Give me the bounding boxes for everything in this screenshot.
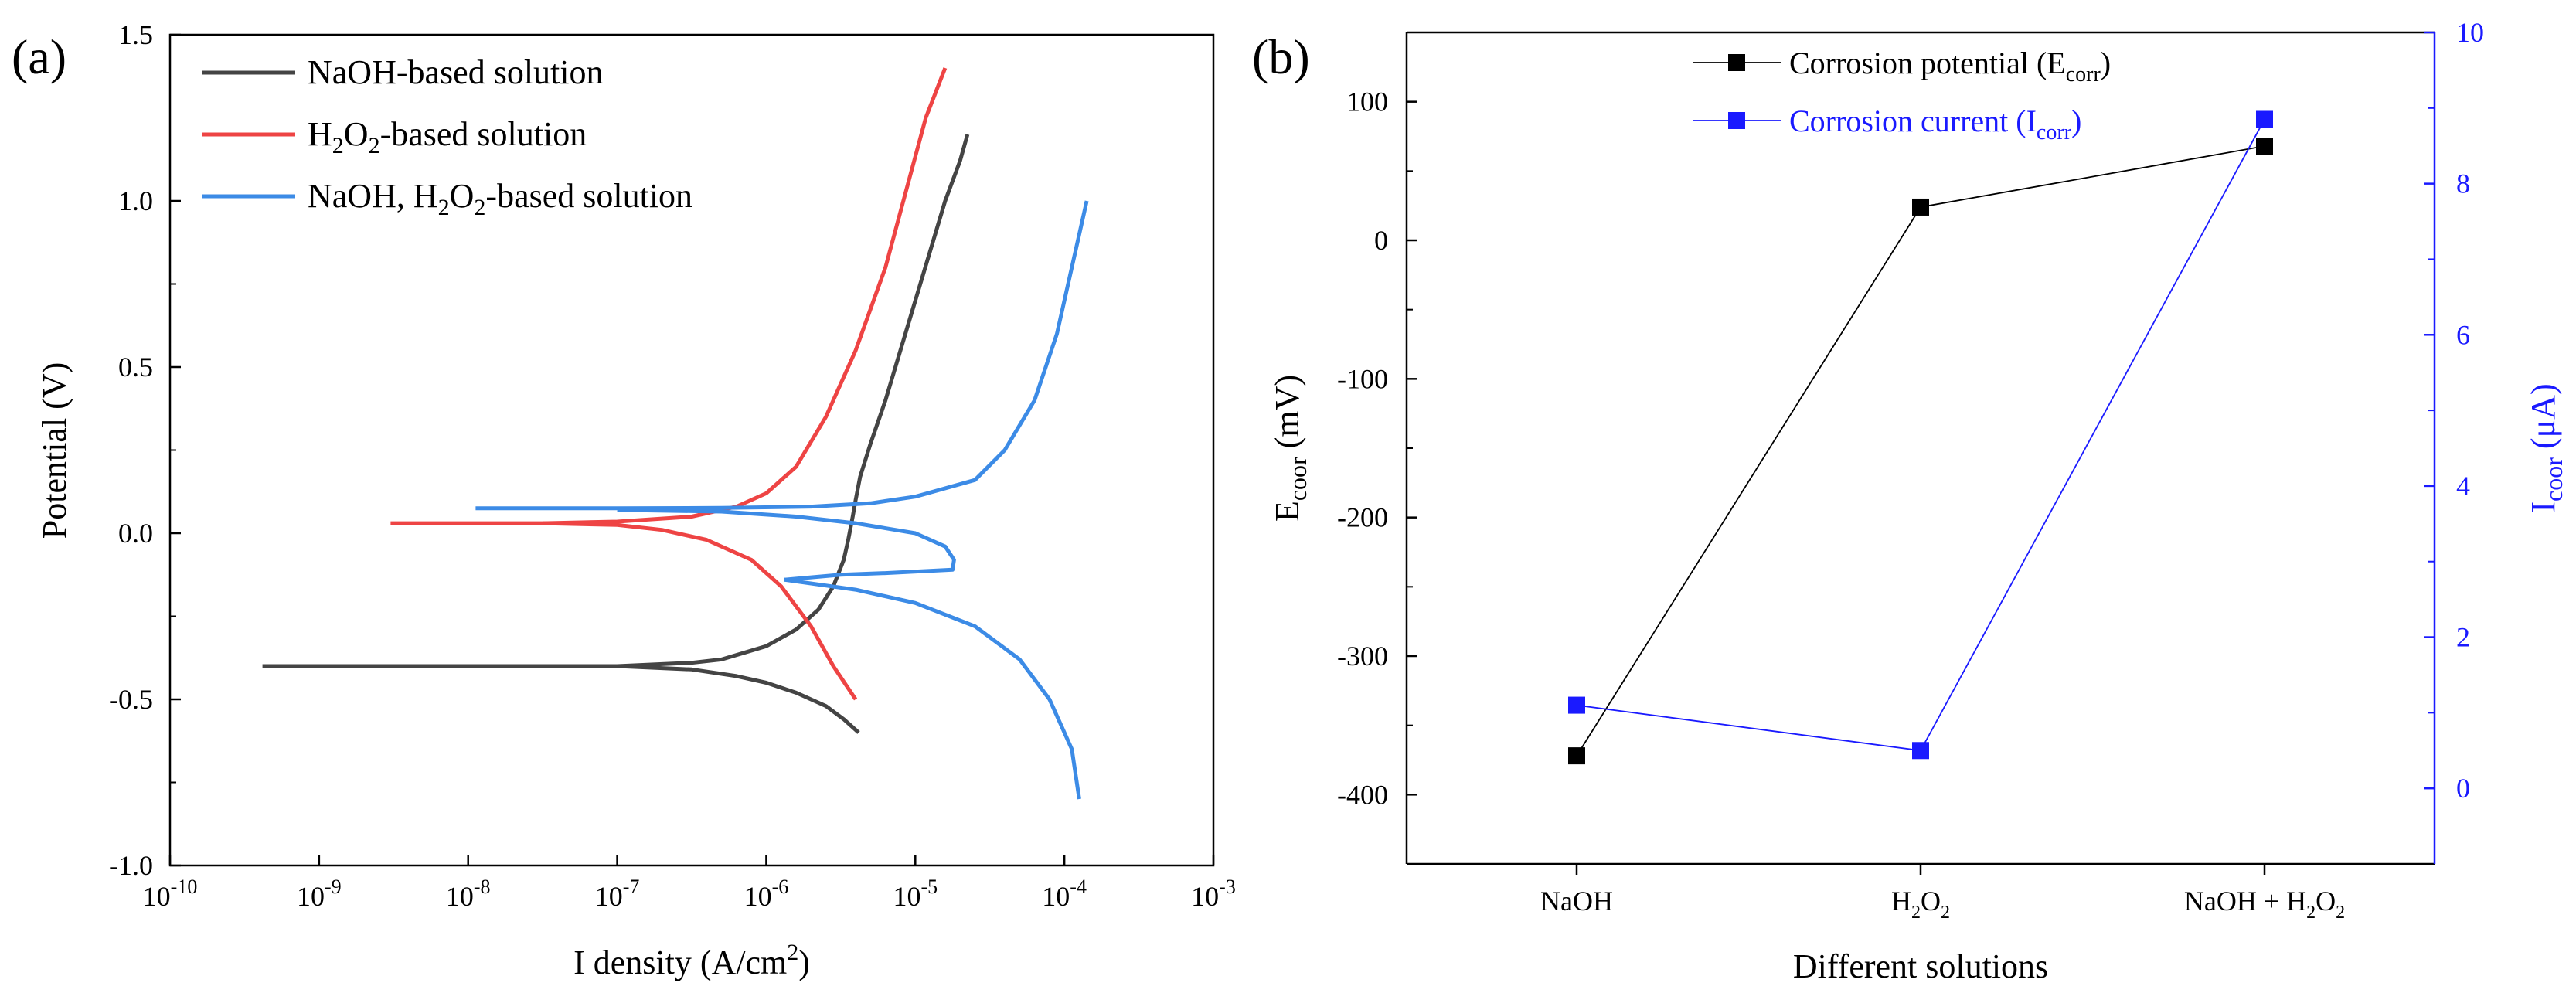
legend-entry: Corrosion current (Icorr)	[1789, 104, 2081, 144]
series-1-curve	[543, 521, 858, 701]
legend-entry: NaOH-based solution	[308, 53, 604, 91]
series-1-point	[1568, 696, 1585, 714]
right-tick-label: 4	[2456, 471, 2470, 502]
category-label: NaOH	[1540, 886, 1613, 916]
series-2-curve	[784, 577, 1081, 800]
series-0-point	[2256, 138, 2273, 155]
panel-a-frame	[168, 33, 1215, 867]
series-1-point	[1912, 742, 1929, 760]
x-tick-label: 10-3	[1191, 876, 1236, 912]
legend-entry: Corrosion potential (Ecorr)	[1789, 46, 2111, 87]
series-2-curve	[475, 200, 1089, 511]
panel-b-right-axis-label: Icoor (μA)	[2524, 383, 2567, 512]
y-tick-label: -1.0	[109, 850, 153, 881]
legend-marker	[1728, 54, 1745, 71]
x-tick-label: 10-9	[297, 876, 342, 912]
left-tick-label: -400	[1337, 779, 1388, 810]
right-tick-label: 2	[2456, 622, 2470, 653]
left-tick-label: -300	[1337, 641, 1388, 672]
panel-a-y-ticks: -1.0 -0.5 0.0 0.5 1.0 1.5	[109, 19, 181, 881]
panel-a-curves	[262, 67, 1089, 800]
right-tick-label: 8	[2456, 168, 2470, 199]
y-tick-label: 1.5	[118, 19, 153, 50]
series-1-curve	[390, 67, 948, 525]
right-tick-label: 0	[2456, 773, 2470, 804]
panel-b-x-ticks: NaOH H2O2 NaOH + H2O2	[1540, 864, 2345, 923]
right-tick-label: 6	[2456, 319, 2470, 350]
series-0-curve	[262, 134, 970, 668]
legend-entry: H2O2-based solution	[308, 115, 587, 158]
panel-a-legend: NaOH-based solution H2O2-based solution Na…	[202, 53, 692, 220]
x-tick-label: 10-10	[143, 876, 198, 912]
series-1-point	[2256, 110, 2273, 128]
legend-entry: NaOH, H2O2-based solution	[308, 177, 692, 220]
series-0-point	[1568, 747, 1585, 765]
right-tick-label: 10	[2456, 17, 2484, 48]
panel-a-x-axis-label: I density (A/cm2)	[573, 940, 810, 981]
legend-marker	[1728, 112, 1745, 129]
panel-b-right-ticks: 0 2 4 6 8 10	[2424, 17, 2484, 804]
panel-b-left-ticks: -400 -300 -200 -100 0 100	[1337, 87, 1417, 865]
series-0-line	[1576, 145, 2265, 756]
panel-b-left-axis-label: Ecoor (mV)	[1268, 375, 1312, 522]
y-tick-label: -0.5	[109, 684, 153, 715]
y-tick-label: 1.0	[118, 185, 153, 216]
panel-b-lines	[1568, 110, 2273, 765]
panel-b-legend: Corrosion potential (Ecorr) Corrosion cur…	[1693, 46, 2111, 144]
series-0-point	[1912, 198, 1929, 216]
panel-a-x-ticks: 10-10 10-9 10-8 10-7 10-6 10-5 10-4 10-3	[143, 855, 1236, 912]
x-tick-label: 10-5	[893, 876, 938, 912]
category-label: H2O2	[1891, 886, 1950, 923]
panel-b: (b) -400 -300 -200 -100 0 100 0 2 4 6 8 10 NaOH H2O…	[1252, 17, 2567, 985]
panel-b-label: (b)	[1252, 29, 1310, 84]
panel-b-x-axis-label: Different solutions	[1793, 947, 2048, 985]
left-tick-label: -100	[1337, 363, 1388, 394]
category-label: NaOH + H2O2	[2184, 886, 2345, 923]
left-tick-label: 0	[1374, 225, 1388, 256]
x-tick-label: 10-8	[446, 876, 491, 912]
left-tick-label: -200	[1337, 502, 1388, 533]
x-tick-label: 10-4	[1042, 876, 1087, 912]
series-0-curve	[617, 664, 860, 734]
left-tick-label: 100	[1346, 87, 1388, 117]
y-tick-label: 0.5	[118, 352, 153, 382]
panel-a-label: (a)	[12, 29, 66, 84]
y-tick-label: 0.0	[118, 518, 153, 549]
panel-a: (a) -1.0-0.50.00.51.01.5 10-10 10-9 10-8 10…	[12, 19, 1236, 981]
x-tick-label: 10-7	[595, 876, 640, 912]
series-2-curve	[617, 508, 956, 582]
x-tick-label: 10-6	[744, 876, 789, 912]
panel-a-y-axis-label: Potential (V)	[36, 362, 73, 539]
